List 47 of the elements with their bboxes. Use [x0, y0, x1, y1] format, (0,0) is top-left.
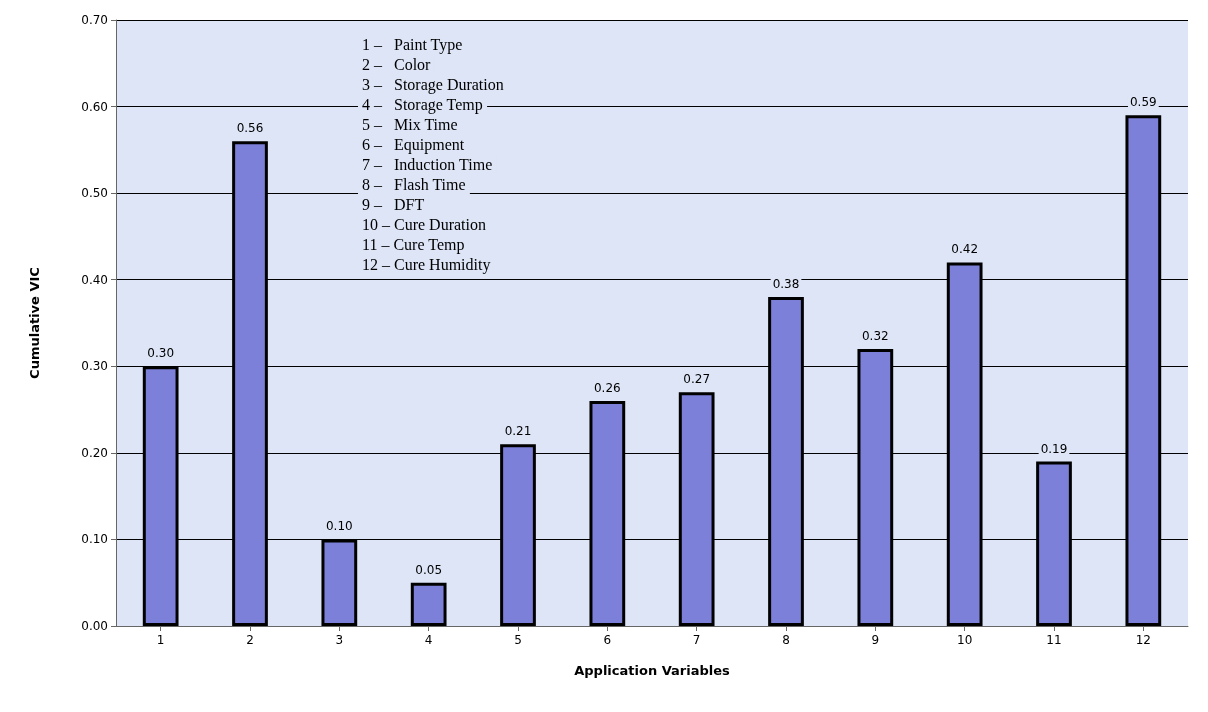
- x-tick-label: 10: [957, 633, 973, 647]
- data-label: 0.21: [504, 424, 532, 439]
- y-tick-label: 0.00: [81, 619, 108, 633]
- data-label: 0.26: [593, 380, 621, 395]
- data-label: 0.38: [772, 277, 800, 292]
- annotation: 11 – Cure Temp: [362, 235, 465, 254]
- data-label: 0.05: [415, 562, 443, 577]
- y-tick-label: 0.70: [81, 13, 108, 27]
- x-tick-label: 11: [1046, 633, 1062, 647]
- x-tick-label: 9: [871, 633, 880, 647]
- x-tick-label: 8: [782, 633, 790, 647]
- data-label: 0.30: [147, 346, 175, 361]
- annotation: 5 – Mix Time: [362, 115, 458, 133]
- annotation: 3 – Storage Duration: [362, 75, 504, 94]
- data-label: 0.56: [236, 121, 264, 136]
- x-tick-label: 3: [335, 633, 344, 647]
- annotation: 7 – Induction Time: [362, 155, 493, 173]
- annotation: 8 – Flash Time: [362, 175, 466, 193]
- y-tick-label: 0.40: [81, 272, 108, 287]
- data-label: 0.10: [325, 519, 353, 534]
- x-tick-label: 5: [514, 633, 522, 647]
- y-tick-label: 0.50: [81, 186, 108, 201]
- x-tick-label: 2: [246, 633, 254, 647]
- bar: [410, 582, 447, 626]
- annotation: 9 – DFT: [362, 195, 425, 213]
- x-tick-label: 12: [1135, 633, 1151, 647]
- data-label: 0.27: [683, 372, 711, 387]
- annotation: 12 – Cure Humidity: [362, 255, 491, 274]
- x-tick-label: 6: [603, 633, 612, 647]
- y-tick-label: 0.20: [81, 445, 108, 460]
- x-axis-title: Application Variables: [574, 663, 731, 678]
- data-label: 0.19: [1040, 441, 1068, 456]
- annotation: 2 – Color: [362, 55, 432, 73]
- x-tick-label: 7: [692, 633, 701, 647]
- x-tick-label: 4: [424, 633, 433, 647]
- x-tick-label: 1: [156, 633, 165, 647]
- y-axis-title: Cumulative VIC: [27, 267, 42, 379]
- y-tick-label: 0.30: [81, 359, 108, 374]
- y-tick-label: 0.60: [81, 99, 108, 114]
- annotation: 4 – Storage Temp: [362, 95, 483, 114]
- annotation: 1 – Paint Type: [362, 35, 463, 54]
- annotation: 10 – Cure Duration: [362, 215, 486, 233]
- annotation: 6 – Equipment: [362, 135, 465, 154]
- data-label: 0.59: [1129, 95, 1157, 110]
- y-tick-label: 0.10: [81, 532, 108, 547]
- data-label: 0.42: [951, 242, 979, 257]
- data-label: 0.32: [861, 328, 889, 343]
